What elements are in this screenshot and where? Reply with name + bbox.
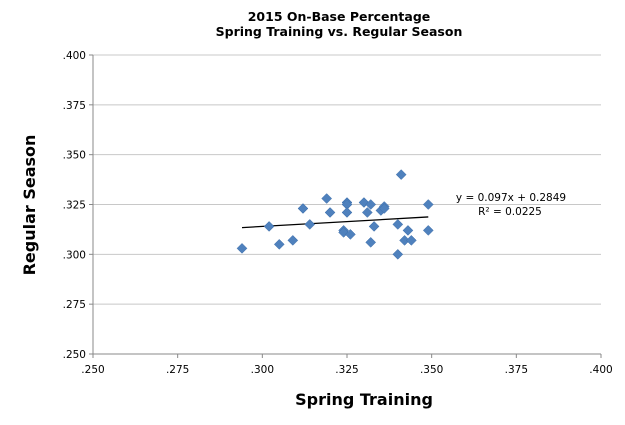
x-tick-label: .300 (251, 364, 274, 376)
y-tick-label: .325 (63, 200, 86, 212)
data-point (402, 225, 414, 236)
data-point (392, 219, 404, 230)
x-tick-label: .250 (81, 364, 104, 376)
x-tick-label: .400 (589, 364, 612, 376)
y-tick-label: .350 (63, 150, 86, 162)
x-axis-title: Spring Training (295, 390, 433, 409)
data-points (236, 169, 434, 260)
y-tick-label: .400 (63, 50, 86, 62)
x-tick-label: .325 (335, 364, 358, 376)
data-point (273, 239, 285, 250)
data-point (324, 207, 336, 218)
trendline-equation: y = 0.097x + 0.2849 (456, 192, 566, 204)
data-point (345, 229, 356, 240)
x-tick-label: .275 (166, 364, 189, 376)
tick-labels: .250 .275 .300 .325 .350 .375 .400 .250 .275 .300… (63, 50, 613, 376)
data-point (422, 199, 434, 210)
data-point (361, 207, 373, 218)
data-point (368, 221, 380, 232)
x-tick-label: .375 (505, 364, 528, 376)
data-point (304, 219, 316, 230)
gridlines (93, 54, 601, 305)
data-point (395, 169, 407, 180)
y-tick-label: .275 (63, 299, 86, 311)
data-point (321, 193, 333, 204)
y-tick-label: .250 (63, 349, 86, 361)
data-point (263, 221, 275, 232)
data-point (422, 225, 434, 236)
data-point (392, 248, 404, 260)
data-point (341, 207, 353, 218)
axes (89, 54, 602, 358)
data-point (405, 235, 417, 246)
y-axis-title: Regular Season (20, 135, 39, 276)
x-tick-label: .350 (420, 364, 443, 376)
data-point (365, 237, 377, 248)
y-tick-label: .375 (63, 100, 86, 112)
data-point (378, 203, 390, 214)
y-tick-label: .300 (63, 249, 86, 261)
chart-subtitle: Spring Training vs. Regular Season (216, 24, 463, 39)
data-point (236, 242, 248, 254)
data-point (297, 203, 309, 214)
chart-title: 2015 On-Base Percentage (248, 9, 431, 24)
r-squared-label: R² = 0.0225 (478, 206, 542, 218)
data-point (287, 235, 299, 246)
data-point (365, 199, 377, 210)
